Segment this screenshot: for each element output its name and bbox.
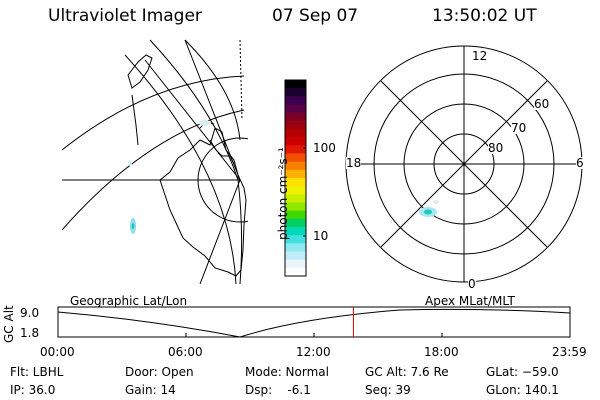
- status-gc-alt: GC Alt: 7.6 Re: [365, 365, 449, 379]
- colorbar-cell: [285, 186, 306, 195]
- mlt-label-18: 18: [346, 156, 362, 170]
- status-glon: GLon: 140.1: [486, 383, 559, 397]
- x-tick-1200: 12:00: [296, 345, 331, 359]
- lat-label-80: 80: [488, 141, 504, 155]
- map-emission: [128, 120, 211, 234]
- lat-label-60: 60: [534, 97, 550, 111]
- timeline-y-tick-low: 1.8: [20, 326, 40, 340]
- colorbar-cell: [285, 120, 306, 130]
- colorbar-cell: [285, 145, 306, 154]
- colorbar-tick-10: 10: [313, 229, 329, 243]
- x-tick-2359: 23:59: [552, 345, 587, 359]
- colorbar-cell: [285, 96, 306, 105]
- colorbar-cell: [285, 267, 306, 277]
- status-gain: Gain: 14: [125, 383, 176, 397]
- status-ip: IP: 36.0: [10, 383, 56, 397]
- colorbar-cell: [285, 80, 306, 89]
- colorbar-cell: [285, 235, 306, 244]
- colorbar-cell: [285, 112, 306, 122]
- status-filter: Flt: LBHL: [10, 365, 64, 379]
- colorbar-cell: [285, 243, 306, 252]
- status-dsp: Dsp: -6.1: [245, 383, 311, 397]
- instrument-title: Ultraviolet Imager: [48, 6, 202, 26]
- colorbar-cell: [285, 259, 306, 269]
- date-label: 07 Sep 07: [272, 6, 359, 26]
- status-door: Door: Open: [125, 365, 194, 379]
- colorbar-cell: [285, 210, 306, 220]
- colorbar-cell: [285, 88, 306, 97]
- timeline-y-tick-high: 9.0: [20, 306, 40, 320]
- colorbar-cell: [285, 218, 306, 228]
- colorbar-cell: [285, 178, 306, 187]
- polar-emission: [419, 200, 439, 217]
- colorbar-cell: [285, 251, 306, 261]
- mlt-label-0: 0: [468, 277, 476, 291]
- colorbar-cell: [285, 129, 306, 138]
- colorbar-cell: [285, 137, 306, 146]
- colorbar-cell: [285, 161, 306, 171]
- right-panel-title: Apex MLat/MLT: [425, 294, 515, 308]
- colorbar-cell: [285, 194, 306, 203]
- x-tick-1800: 18:00: [424, 345, 459, 359]
- mlt-label-12: 12: [472, 49, 488, 63]
- colorbar-cell: [285, 104, 306, 114]
- colorbar-cell: [285, 227, 306, 236]
- mlt-label-6: 6: [576, 156, 584, 170]
- colorbar-tick-100: 100: [313, 141, 336, 155]
- status-mode: Mode: Normal: [245, 365, 329, 379]
- left-panel-title: Geographic Lat/Lon: [70, 294, 188, 308]
- colorbar-cell: [285, 202, 306, 212]
- time-label: 13:50:02 UT: [432, 6, 537, 26]
- colorbar-cell: [285, 169, 306, 179]
- x-tick-0000: 00:00: [40, 345, 75, 359]
- colorbar-cell: [285, 153, 306, 163]
- status-seq: Seq: 39: [365, 383, 411, 397]
- lat-label-70: 70: [511, 121, 527, 135]
- x-tick-0600: 06:00: [168, 345, 203, 359]
- status-glat: GLat: −59.0: [486, 365, 559, 379]
